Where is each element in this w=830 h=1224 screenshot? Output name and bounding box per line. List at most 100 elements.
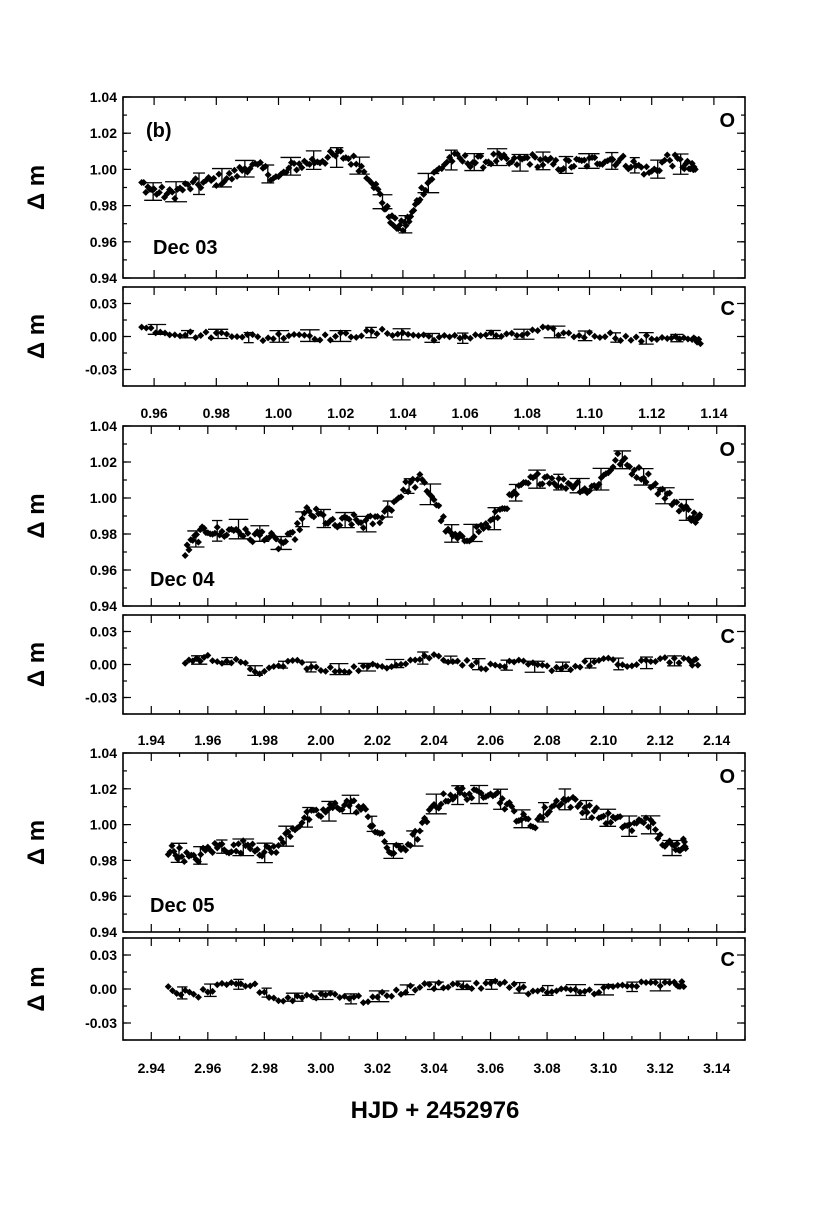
x-tick-label: 2.10 [590, 732, 617, 748]
x-tick-label: 3.02 [364, 1060, 391, 1076]
o-data-point [402, 478, 410, 486]
o-data-point [430, 496, 438, 504]
o-data-point [461, 791, 469, 799]
c-data-point [345, 668, 353, 676]
c-data-point [451, 331, 459, 339]
c-data-point [581, 657, 589, 665]
c-data-point [435, 652, 443, 660]
o-data-point [300, 509, 308, 517]
c-data-point [505, 657, 513, 665]
o-data-point [210, 174, 218, 182]
o-data-point [510, 807, 518, 815]
c-data-point [332, 332, 340, 340]
c-data-point [177, 991, 185, 999]
c-data-point [425, 980, 433, 988]
c-data-point [197, 332, 205, 340]
c-data-point [388, 992, 396, 1000]
o-data-point [279, 839, 287, 847]
o-data-point [611, 456, 619, 464]
o-data-point [487, 160, 495, 168]
o-data-point [458, 532, 466, 540]
o-data-point [416, 196, 424, 204]
o-data-point [477, 152, 485, 160]
o-data-point [534, 163, 542, 171]
o-data-point [184, 181, 192, 189]
c-data-point [658, 334, 666, 342]
x-tick-label: 3.06 [477, 1060, 504, 1076]
o-data-point [673, 498, 681, 506]
c-y-tick-label: 0.00 [90, 329, 117, 345]
c-data-point [586, 328, 593, 336]
c-data-point [543, 989, 551, 997]
x-tick-label: 1.98 [251, 732, 278, 748]
c-data-point [586, 662, 593, 670]
x-tick-label: 0.98 [203, 405, 230, 421]
x-tick-label: 3.10 [590, 1060, 617, 1076]
o-data-point [158, 183, 166, 191]
o-data-point [607, 818, 615, 826]
c-data-point [633, 982, 641, 990]
c-data-point [692, 655, 700, 663]
o-y-tick-label: 0.98 [90, 852, 117, 868]
c-data-point [670, 654, 678, 662]
o-data-point [180, 858, 188, 866]
o-data-point [422, 186, 430, 194]
o-data-point [416, 470, 424, 478]
o-data-point [258, 528, 266, 536]
o-data-point [696, 511, 704, 519]
c-data-point [369, 993, 377, 1001]
c-data-point [548, 667, 556, 675]
c-data-point [623, 982, 631, 990]
o-data-point [193, 531, 201, 539]
c-data-point [524, 990, 532, 998]
o-data-point [359, 524, 367, 532]
c-data-point [322, 667, 330, 675]
c-data-point [192, 334, 200, 342]
c-data-point [661, 978, 669, 986]
c-data-point [168, 987, 176, 995]
o-data-point [414, 475, 422, 483]
o-data-point [194, 858, 202, 866]
o-y-tick-label: 1.04 [90, 745, 117, 761]
c-data-point [352, 333, 360, 341]
c-data-point [487, 660, 495, 668]
c-y-tick-label: 0.00 [90, 657, 117, 673]
x-tick-label: 2.96 [194, 1060, 221, 1076]
o-data-point [262, 162, 270, 170]
c-data-point [647, 657, 655, 665]
o-data-point [293, 166, 301, 174]
c-data-point [439, 984, 447, 992]
c-data-point [647, 979, 655, 987]
o-data-point [321, 159, 329, 167]
c-data-point [251, 980, 259, 988]
o-data-point [484, 523, 492, 531]
o-data-point [352, 160, 360, 168]
o-data-point [538, 480, 546, 488]
c-data-point [204, 651, 212, 659]
x-tick-label: 1.12 [638, 405, 665, 421]
o-data-point [475, 528, 483, 536]
c-data-point [628, 982, 636, 990]
o-data-point [501, 805, 509, 813]
x-tick-label: 1.04 [389, 405, 416, 421]
o-data-point [298, 164, 306, 172]
o-data-point [534, 470, 542, 478]
o-data-point [690, 509, 698, 517]
o-data-point [228, 175, 236, 183]
o-series-label: O [719, 766, 735, 788]
c-data-point [392, 661, 400, 669]
c-data-point [285, 332, 293, 340]
o-data-point [547, 154, 555, 162]
o-data-point [684, 506, 692, 514]
o-data-point [524, 815, 532, 823]
o-data-point [668, 162, 676, 170]
o-data-point [421, 478, 429, 486]
c-data-point [643, 332, 651, 340]
x-tick-label: 1.94 [138, 732, 165, 748]
o-data-point [553, 797, 561, 805]
o-data-point [310, 513, 318, 521]
o-data-point [233, 172, 241, 180]
o-data-point [355, 167, 363, 175]
o-data-point [414, 835, 422, 843]
